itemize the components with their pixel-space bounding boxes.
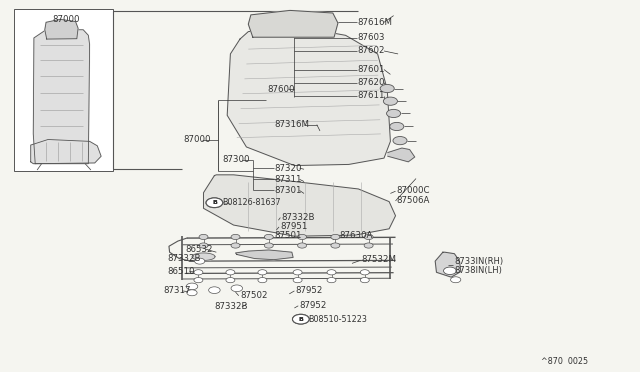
Text: B: B [212, 200, 217, 205]
Circle shape [298, 234, 307, 240]
Circle shape [360, 270, 369, 275]
Text: 87611: 87611 [357, 92, 385, 100]
Text: 87601: 87601 [357, 65, 385, 74]
Text: 87320: 87320 [274, 164, 301, 173]
Text: 87602: 87602 [357, 46, 385, 55]
Text: 87600: 87600 [268, 85, 295, 94]
Circle shape [258, 278, 267, 283]
Polygon shape [204, 175, 396, 236]
Polygon shape [33, 30, 90, 164]
Text: 87532M: 87532M [362, 255, 397, 264]
Text: 87000: 87000 [52, 15, 80, 24]
Circle shape [360, 278, 369, 283]
Circle shape [293, 278, 302, 283]
Text: 87317: 87317 [163, 286, 191, 295]
Text: 87952: 87952 [296, 286, 323, 295]
Circle shape [380, 84, 394, 93]
Polygon shape [388, 148, 415, 162]
Polygon shape [192, 253, 215, 260]
Circle shape [331, 234, 340, 240]
Polygon shape [45, 19, 78, 39]
Circle shape [206, 198, 223, 208]
Circle shape [186, 283, 198, 290]
Circle shape [292, 314, 309, 324]
Text: 87620: 87620 [357, 78, 385, 87]
Text: 87332B: 87332B [168, 254, 201, 263]
Text: 87332B: 87332B [282, 213, 315, 222]
Circle shape [195, 258, 205, 264]
Text: 87502: 87502 [240, 291, 268, 300]
Text: 87301: 87301 [274, 186, 301, 195]
Circle shape [209, 287, 220, 294]
Circle shape [258, 270, 267, 275]
Circle shape [387, 109, 401, 118]
Circle shape [327, 270, 336, 275]
Circle shape [364, 243, 373, 248]
Circle shape [206, 198, 223, 208]
Circle shape [383, 97, 397, 105]
Circle shape [231, 285, 243, 292]
Text: 87951: 87951 [280, 222, 308, 231]
Text: 87000: 87000 [183, 135, 211, 144]
Text: B: B [298, 317, 303, 322]
Circle shape [298, 243, 307, 248]
Text: 87300: 87300 [223, 155, 250, 164]
Text: 86510: 86510 [168, 267, 195, 276]
Text: B08126-81637: B08126-81637 [223, 198, 282, 207]
Circle shape [231, 243, 240, 248]
Circle shape [226, 270, 235, 275]
Bar [14, 9, 113, 171]
Circle shape [364, 234, 373, 240]
Text: B: B [298, 317, 303, 322]
Text: 87506A: 87506A [397, 196, 430, 205]
Circle shape [444, 267, 456, 275]
Circle shape [199, 243, 208, 248]
Text: 87000C: 87000C [397, 186, 430, 195]
Circle shape [331, 243, 340, 248]
Text: 87501: 87501 [274, 231, 301, 240]
Text: 87603: 87603 [357, 33, 385, 42]
Circle shape [393, 137, 407, 145]
Text: B08510-51223: B08510-51223 [308, 315, 367, 324]
Polygon shape [435, 252, 461, 277]
Circle shape [194, 278, 203, 283]
Circle shape [293, 270, 302, 275]
Text: 87616M: 87616M [357, 18, 392, 27]
Polygon shape [227, 26, 390, 166]
Text: ^870  0025: ^870 0025 [541, 357, 588, 366]
Circle shape [194, 270, 203, 275]
Circle shape [327, 278, 336, 283]
Text: 87952: 87952 [300, 301, 327, 310]
Text: 87630A: 87630A [339, 231, 372, 240]
Circle shape [264, 234, 273, 240]
Circle shape [231, 234, 240, 240]
Text: 87332B: 87332B [214, 302, 248, 311]
Polygon shape [248, 10, 338, 37]
Text: 87311: 87311 [274, 175, 301, 184]
Circle shape [292, 314, 309, 324]
Text: B: B [212, 200, 217, 205]
Polygon shape [236, 250, 293, 260]
Circle shape [226, 278, 235, 283]
Text: 8738IN(LH): 8738IN(LH) [454, 266, 502, 275]
Circle shape [451, 277, 461, 283]
Circle shape [390, 122, 404, 131]
Circle shape [199, 234, 208, 240]
Circle shape [264, 243, 273, 248]
Text: 86532: 86532 [186, 245, 213, 254]
Circle shape [187, 290, 197, 296]
Polygon shape [31, 140, 101, 164]
Text: 87316M: 87316M [274, 120, 309, 129]
Text: 8733IN(RH): 8733IN(RH) [454, 257, 504, 266]
